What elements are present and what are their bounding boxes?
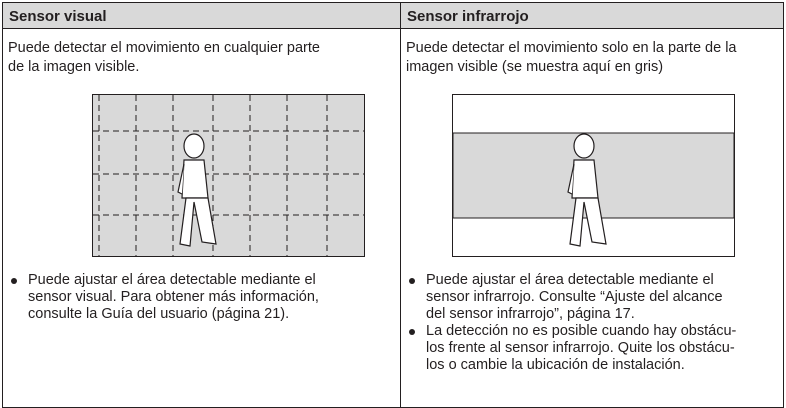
description-line: Puede detectar el movimiento solo en la … (406, 40, 737, 56)
visual-sensor-figure (92, 94, 365, 257)
description-line: Puede detectar el movimiento en cualquie… (8, 40, 320, 56)
description-line: de la imagen visible. (8, 59, 140, 75)
bullet-line: consulte la Guía del usuario (página 21)… (28, 306, 290, 322)
header-cell: Sensor visual (2, 2, 401, 29)
bullet-line: los frente al sensor infrarrojo. Quite l… (426, 340, 735, 356)
header-text: Sensor visual (9, 8, 107, 25)
bullet-line: Puede ajustar el área detectable mediant… (28, 272, 316, 288)
bullet-line: Puede ajustar el área detectable mediant… (426, 272, 714, 288)
bullet-line: La detección no es posible cuando hay ob… (426, 323, 737, 339)
bullet-line: sensor infrarrojo. Consulte “Ajuste del … (426, 289, 723, 305)
header-text: Sensor infrarrojo (407, 8, 529, 25)
header-cell: Sensor infrarrojo (400, 2, 784, 29)
bullet-line: los o cambie la ubicación de instalación… (426, 357, 685, 373)
bullet (409, 329, 415, 335)
bullet-line: del sensor infrarrojo”, página 17. (426, 306, 635, 322)
bullet-line: sensor visual. Para obtener más informac… (28, 289, 319, 305)
description-line: imagen visible (se muestra aquí en gris) (406, 59, 664, 75)
bullet (11, 278, 17, 284)
bullet (409, 278, 415, 284)
infrared-sensor-figure (452, 94, 735, 257)
